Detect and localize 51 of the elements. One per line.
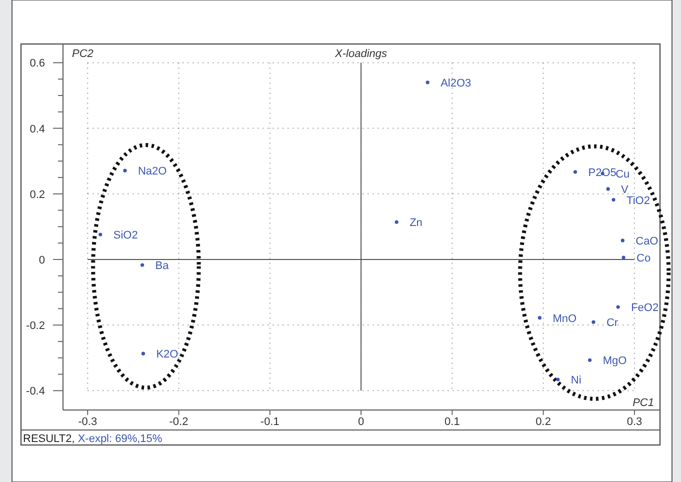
series-label: Co	[636, 252, 651, 264]
point	[606, 187, 610, 191]
series-label: Al2O3	[440, 77, 472, 90]
point	[620, 238, 624, 242]
series-label: Cu	[616, 168, 630, 181]
text: X-expl: 69%,15%	[74, 433, 162, 445]
point	[622, 256, 626, 260]
series-label: Zn	[410, 217, 422, 230]
point	[123, 168, 127, 172]
y-tick-label: 0.6	[30, 58, 45, 70]
point	[140, 263, 144, 267]
point	[588, 358, 592, 362]
x-tick-label: 0	[358, 416, 364, 428]
y-tick-label: 0.4	[30, 123, 45, 136]
series-label: Ba	[155, 260, 170, 272]
series-label: Na2O	[138, 166, 168, 178]
series-label: MnO	[552, 312, 577, 325]
point	[556, 378, 560, 382]
x-tick-label: 0.1	[444, 416, 460, 428]
series-label: FeO2	[631, 302, 659, 314]
series-label: Cr	[606, 317, 618, 330]
y-tick-label: -0.2	[26, 320, 45, 332]
point	[394, 220, 398, 224]
x-tick-label: 0.2	[536, 416, 551, 428]
series-label: P2O5	[588, 166, 616, 179]
y-axis-title: PC2	[72, 48, 94, 60]
point	[98, 232, 102, 236]
y-tick-label: -0.4	[26, 386, 45, 398]
series-label: CaO	[636, 235, 659, 248]
chart-title: X-loadings	[334, 48, 388, 60]
y-tick-label: 0.2	[30, 188, 45, 201]
x-axis-title: PC1	[632, 397, 654, 409]
y-tick-label: 0	[38, 254, 45, 266]
x-tick-label: -0.1	[260, 416, 280, 428]
x-tick-label: 0.3	[626, 416, 642, 428]
x-tick-label: -0.3	[78, 416, 98, 428]
point	[612, 198, 616, 202]
series-label: SiO2	[113, 230, 138, 242]
text: RESULT2,	[23, 433, 75, 445]
point	[141, 352, 146, 356]
series-label: K2O	[156, 348, 179, 361]
point	[538, 316, 542, 320]
series-label: MgO	[602, 355, 628, 368]
x-tick-label: -0.2	[169, 416, 188, 428]
series-label: TiO2	[626, 194, 650, 207]
series-label: Ni	[570, 374, 582, 386]
series-label: V	[621, 184, 630, 196]
point	[592, 320, 596, 324]
point	[616, 305, 620, 309]
point	[573, 170, 578, 174]
point	[426, 80, 430, 84]
